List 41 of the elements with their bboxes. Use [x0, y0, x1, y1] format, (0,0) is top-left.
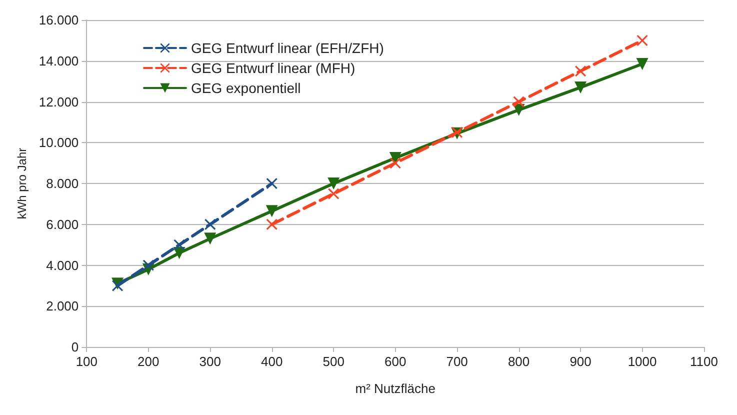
point: [204, 232, 216, 245]
point: [266, 178, 278, 189]
x-tick-label: 500: [322, 354, 344, 369]
point: [112, 280, 124, 292]
x-tick-label: 900: [570, 354, 592, 369]
point: [328, 178, 340, 190]
y-tick-label: 16.000: [38, 12, 79, 28]
x-tick-label: 800: [508, 354, 530, 369]
legend-label: GEG Entwurf linear (EFH/ZFH): [191, 40, 384, 56]
point: [142, 260, 154, 271]
point: [328, 188, 340, 200]
x-tick-label: 100: [76, 354, 98, 369]
point: [513, 96, 524, 108]
y-axis-title: kWh pro Jahr: [15, 148, 29, 220]
y-tick-label: 2.000: [46, 298, 79, 314]
x-tick-label: 700: [446, 354, 468, 369]
point: [266, 218, 278, 230]
x-tick-label: 200: [138, 354, 160, 369]
point: [636, 58, 648, 70]
x-tick-label: 400: [261, 354, 283, 369]
legend-label: GEG Entwurf linear (MFH): [191, 60, 356, 76]
x-tick-label: 1100: [690, 354, 718, 369]
point: [204, 218, 216, 230]
point: [636, 34, 648, 46]
point: [390, 158, 401, 169]
x-tick-label: 300: [199, 354, 221, 369]
point: [574, 81, 587, 94]
y-tick-label: 0: [71, 340, 79, 354]
y-tick-label: 6.000: [46, 216, 79, 232]
x-tick-label: 600: [384, 354, 406, 369]
y-tick-label: 4.000: [46, 258, 79, 273]
point: [575, 66, 586, 77]
point: [174, 239, 185, 250]
x-tick-label: 1000: [628, 354, 657, 369]
y-tick-label: 14.000: [38, 53, 79, 68]
legend-label: GEG exponentiell: [191, 80, 301, 96]
y-tick-label: 10.000: [38, 135, 79, 150]
point: [266, 205, 278, 218]
x-axis-title: m² Nutzfläche: [355, 381, 436, 396]
y-tick-label: 12.000: [38, 94, 79, 110]
y-tick-label: 8.000: [46, 176, 79, 191]
